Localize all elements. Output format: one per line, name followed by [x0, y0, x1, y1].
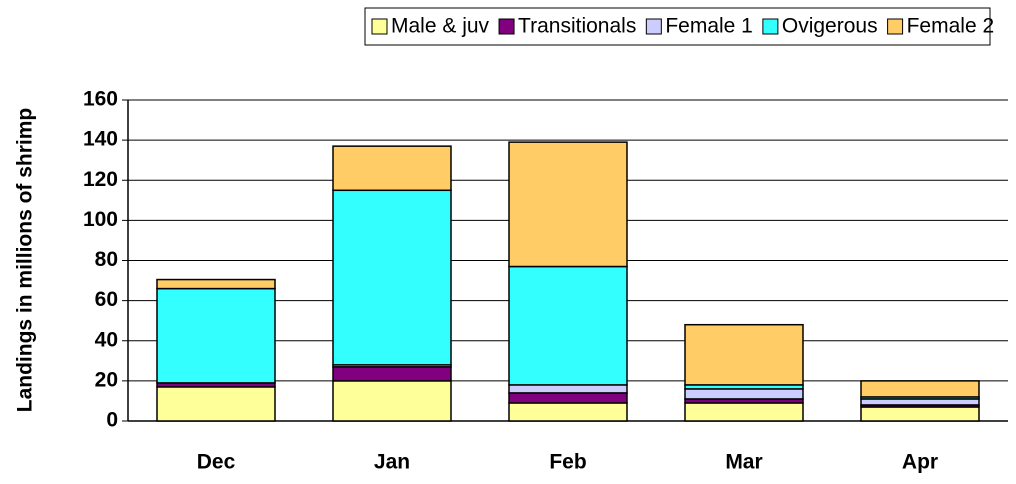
bar-segment [156, 287, 276, 384]
legend-label: Ovigerous [782, 15, 878, 38]
legend-label: Female 1 [665, 15, 753, 38]
legend-label: Female 2 [907, 15, 995, 38]
legend-label: Transitionals [518, 15, 636, 38]
bar-segment [860, 380, 980, 398]
legend-swatch [645, 18, 662, 35]
bar-segment [156, 386, 276, 422]
bar-segment [508, 402, 628, 422]
bar-segment [508, 265, 628, 386]
y-tick-label: 80 [95, 248, 118, 271]
legend-swatch [498, 18, 515, 35]
bar-segment [684, 323, 804, 386]
bar-segment [332, 145, 452, 192]
y-axis-title: Landings in millions of shrimp [14, 108, 37, 413]
legend-box [364, 7, 991, 46]
y-tick-label: 0 [106, 409, 118, 432]
y-tick-label: 140 [83, 128, 118, 151]
legend-label: Male & juv [391, 15, 490, 38]
bar-segment [332, 366, 452, 382]
bar-segment [508, 392, 628, 404]
x-tick-label: Jan [374, 451, 410, 474]
bar-segment [508, 384, 628, 394]
bar-segment [860, 406, 980, 422]
legend-swatch [762, 18, 779, 35]
bar-segment [684, 402, 804, 422]
bar-segment [508, 141, 628, 268]
x-tick-label: Mar [725, 451, 762, 474]
legend-swatch [371, 18, 388, 35]
y-tick-label: 40 [95, 328, 118, 351]
y-tick-label: 60 [95, 288, 118, 311]
bar-segment [156, 278, 276, 290]
x-tick-label: Apr [902, 451, 938, 474]
bar-segment [684, 388, 804, 400]
legend-swatch [887, 18, 904, 35]
x-tick-label: Feb [549, 451, 586, 474]
bar-segment [332, 380, 452, 422]
y-tick-label: 100 [83, 208, 118, 231]
x-tick-label: Dec [197, 451, 236, 474]
y-tick-label: 160 [83, 88, 118, 111]
bar-segment [860, 398, 980, 406]
y-tick-label: 20 [95, 368, 118, 391]
bar-segment [332, 189, 452, 366]
y-tick-label: 120 [83, 168, 118, 191]
